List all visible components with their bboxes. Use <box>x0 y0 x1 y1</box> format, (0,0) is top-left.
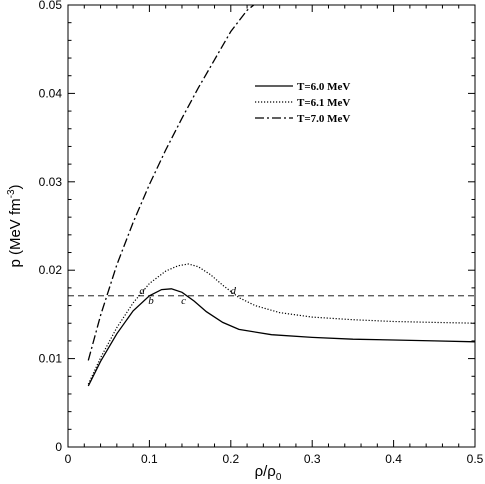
legend-label-1: T=6.1 MeV <box>297 97 350 109</box>
annotation-layer: ab c d <box>139 285 236 307</box>
y-tick-label: 0.01 <box>39 352 63 366</box>
annotation-label-c: c <box>181 295 186 307</box>
y-axis-title: p (MeV fm-3) <box>6 184 24 267</box>
x-tick-label: 0.2 <box>222 452 239 466</box>
x-tick-label: 0.3 <box>304 452 321 466</box>
annotation-label-b: b <box>148 295 154 307</box>
legend: T=6.0 MeV T=6.1 MeV T=7.0 MeV <box>255 81 350 125</box>
y-tick-label: 0.02 <box>39 263 63 277</box>
y-tick-label: 0.03 <box>39 175 63 189</box>
legend-label-0: T=6.0 MeV <box>297 81 350 93</box>
x-tick-label: 0 <box>65 452 72 466</box>
y-tick-label: 0.04 <box>39 86 63 100</box>
plot-frame <box>67 4 476 448</box>
x-axis-title: ρ/ρ0 <box>255 463 282 483</box>
legend-label-2: T=7.0 MeV <box>297 113 350 125</box>
y-tick-label: 0.05 <box>39 0 63 12</box>
x-tick-label: 0.5 <box>467 452 484 466</box>
series-layer <box>68 5 475 387</box>
series-line-0 <box>87 288 475 387</box>
x-tick-label: 0.1 <box>141 452 158 466</box>
series-line-1 <box>87 263 475 385</box>
y-tick-label: 0 <box>55 440 62 454</box>
annotation-label-a: a <box>139 285 145 297</box>
x-tick-label: 0.4 <box>385 452 402 466</box>
series-line-2 <box>87 5 255 361</box>
annotation-label-d: d <box>230 285 236 297</box>
axes-layer: 0 0.1 0.2 0.3 0.4 0.5 0 0.01 0.02 0.03 0.04 0.05 <box>39 0 484 466</box>
